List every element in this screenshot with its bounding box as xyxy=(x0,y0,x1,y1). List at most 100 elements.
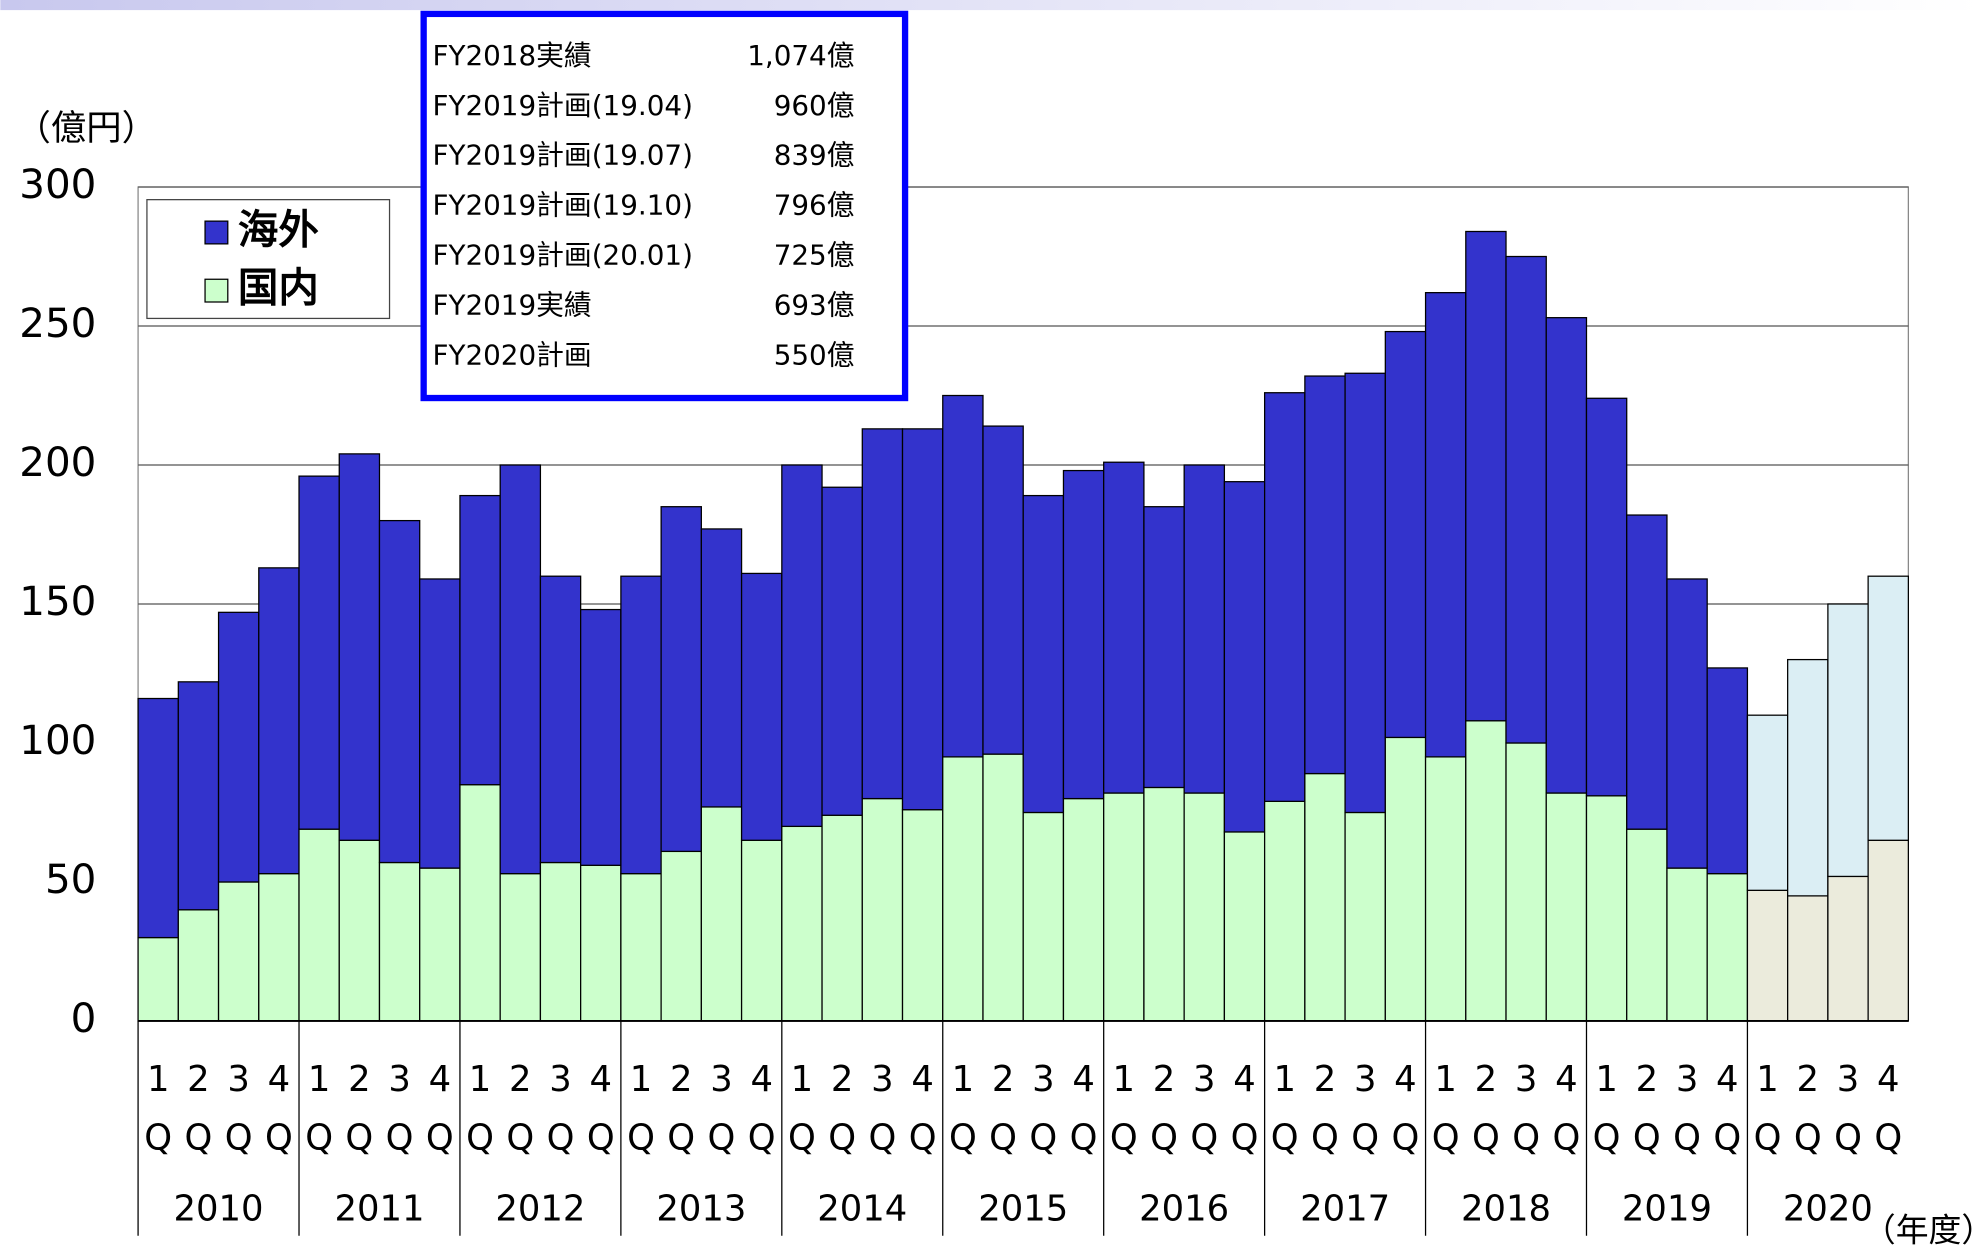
bar-segment xyxy=(137,697,179,939)
x-tick-label: 3Q xyxy=(218,1059,259,1176)
bar-segment xyxy=(1384,330,1427,739)
bar-segment xyxy=(298,475,340,830)
bar-segment xyxy=(1263,800,1306,1022)
annotation-label: FY2019計画(19.07) xyxy=(432,139,692,172)
bar-segment xyxy=(298,828,340,1022)
bar-segment xyxy=(1626,828,1668,1022)
bar-segment xyxy=(177,909,220,1022)
x-tick-label: 4Q xyxy=(741,1059,782,1176)
bar-segment xyxy=(499,464,542,875)
x-tick-label: 3Q xyxy=(540,1059,581,1176)
bar-segment xyxy=(660,850,702,1022)
x-tick-label: 2Q xyxy=(1787,1059,1828,1176)
annotation-label: FY2019計画(19.04) xyxy=(432,89,692,122)
bar-segment xyxy=(821,814,863,1022)
group-label: 2015 xyxy=(978,1189,1068,1230)
bar-segment xyxy=(1183,464,1226,794)
x-tick-label: 2Q xyxy=(500,1059,541,1176)
bar-segment xyxy=(1062,469,1105,800)
annotation-label: FY2020計画 xyxy=(432,338,591,371)
x-tick-label: 4Q xyxy=(1385,1059,1426,1176)
x-tick-label: 2Q xyxy=(822,1059,863,1176)
bar-segment xyxy=(1062,797,1105,1022)
group-label: 2019 xyxy=(1622,1189,1712,1230)
bar-segment xyxy=(1505,742,1547,1022)
bar-segment xyxy=(740,839,783,1022)
bar-segment xyxy=(1746,889,1789,1022)
y-tick-label: 50 xyxy=(45,855,96,903)
y-tick-label: 200 xyxy=(19,438,96,486)
bar-segment xyxy=(942,756,984,1022)
bar-segment xyxy=(378,519,421,864)
x-tick-label: 2Q xyxy=(1144,1059,1185,1176)
bar-segment xyxy=(137,936,179,1022)
bar-segment xyxy=(1022,494,1065,814)
x-tick-label: 1Q xyxy=(1586,1059,1627,1176)
bar-segment xyxy=(217,611,260,883)
x-tick-label: 2Q xyxy=(1304,1059,1345,1176)
y-tick-label: 300 xyxy=(19,160,96,208)
x-tick-label: 1Q xyxy=(1425,1059,1466,1176)
y-tick-label: 150 xyxy=(19,577,96,625)
group-label: 2011 xyxy=(334,1189,424,1230)
annotation-value: 550億 xyxy=(774,338,855,371)
x-tick-label: 3Q xyxy=(1345,1059,1386,1176)
annotation-label: FY2019計画(20.01) xyxy=(432,239,692,272)
bar-segment xyxy=(539,861,582,1022)
x-tick-label: 3Q xyxy=(1667,1059,1708,1176)
bar-segment xyxy=(1787,895,1829,1022)
bar-segment xyxy=(700,806,743,1022)
annotation-value: 839億 xyxy=(774,139,855,172)
annotation-label: FY2019計画(19.10) xyxy=(432,189,692,222)
legend-box xyxy=(146,199,391,320)
group-label: 2010 xyxy=(174,1189,264,1230)
group-label: 2016 xyxy=(1139,1189,1229,1230)
bar-segment xyxy=(781,464,823,828)
legend-label: 海外 xyxy=(238,205,319,253)
annotation-label: FY2019実績 xyxy=(432,288,591,321)
x-tick-label: 1Q xyxy=(781,1059,822,1176)
bar-segment xyxy=(1827,875,1869,1022)
x-tick-label: 4Q xyxy=(1224,1059,1265,1176)
x-tick-label: 3Q xyxy=(379,1059,420,1176)
annotation-box xyxy=(420,10,909,402)
annotation-value: 693億 xyxy=(774,288,855,321)
bar-segment xyxy=(861,797,904,1022)
x-tick-label: 1Q xyxy=(1747,1059,1788,1176)
x-tick-label: 4Q xyxy=(1707,1059,1748,1176)
group-label: 2014 xyxy=(817,1189,907,1230)
bar-segment xyxy=(419,867,461,1022)
x-tick-label: 3Q xyxy=(1828,1059,1869,1176)
bar-segment xyxy=(982,753,1024,1022)
bar-segment xyxy=(1263,392,1306,802)
x-tick-label: 1Q xyxy=(942,1059,983,1176)
bar-segment xyxy=(781,825,823,1022)
bar-segment xyxy=(821,486,863,816)
bar-segment xyxy=(1344,372,1386,814)
bar-segment xyxy=(459,494,501,786)
bar-segment xyxy=(580,608,622,866)
bar-segment xyxy=(1706,873,1749,1022)
group-label: 2020 xyxy=(1783,1189,1873,1230)
y-tick-label: 100 xyxy=(19,716,96,764)
x-tick-label: 2Q xyxy=(661,1059,702,1176)
x-tick-label: 2Q xyxy=(1626,1059,1667,1176)
bar-segment xyxy=(1626,514,1668,830)
bar-segment xyxy=(338,839,381,1022)
bar-segment xyxy=(901,809,944,1022)
x-tick-label: 3Q xyxy=(862,1059,903,1176)
x-tick-label: 1Q xyxy=(1264,1059,1305,1176)
bar-segment xyxy=(620,575,662,875)
y-tick-label: 250 xyxy=(19,299,96,347)
bar-segment xyxy=(217,881,260,1022)
legend-swatch xyxy=(204,278,229,303)
annotation-value: 1,074億 xyxy=(747,39,854,72)
bar-segment xyxy=(1867,575,1909,841)
x-tick-label: 4Q xyxy=(1546,1059,1587,1176)
bar-segment xyxy=(580,864,622,1022)
bar-segment xyxy=(177,681,220,911)
bar-segment xyxy=(1505,255,1547,744)
x-tick-label: 4Q xyxy=(1063,1059,1104,1176)
bar-segment xyxy=(1465,720,1507,1022)
x-tick-label: 2Q xyxy=(1465,1059,1506,1176)
